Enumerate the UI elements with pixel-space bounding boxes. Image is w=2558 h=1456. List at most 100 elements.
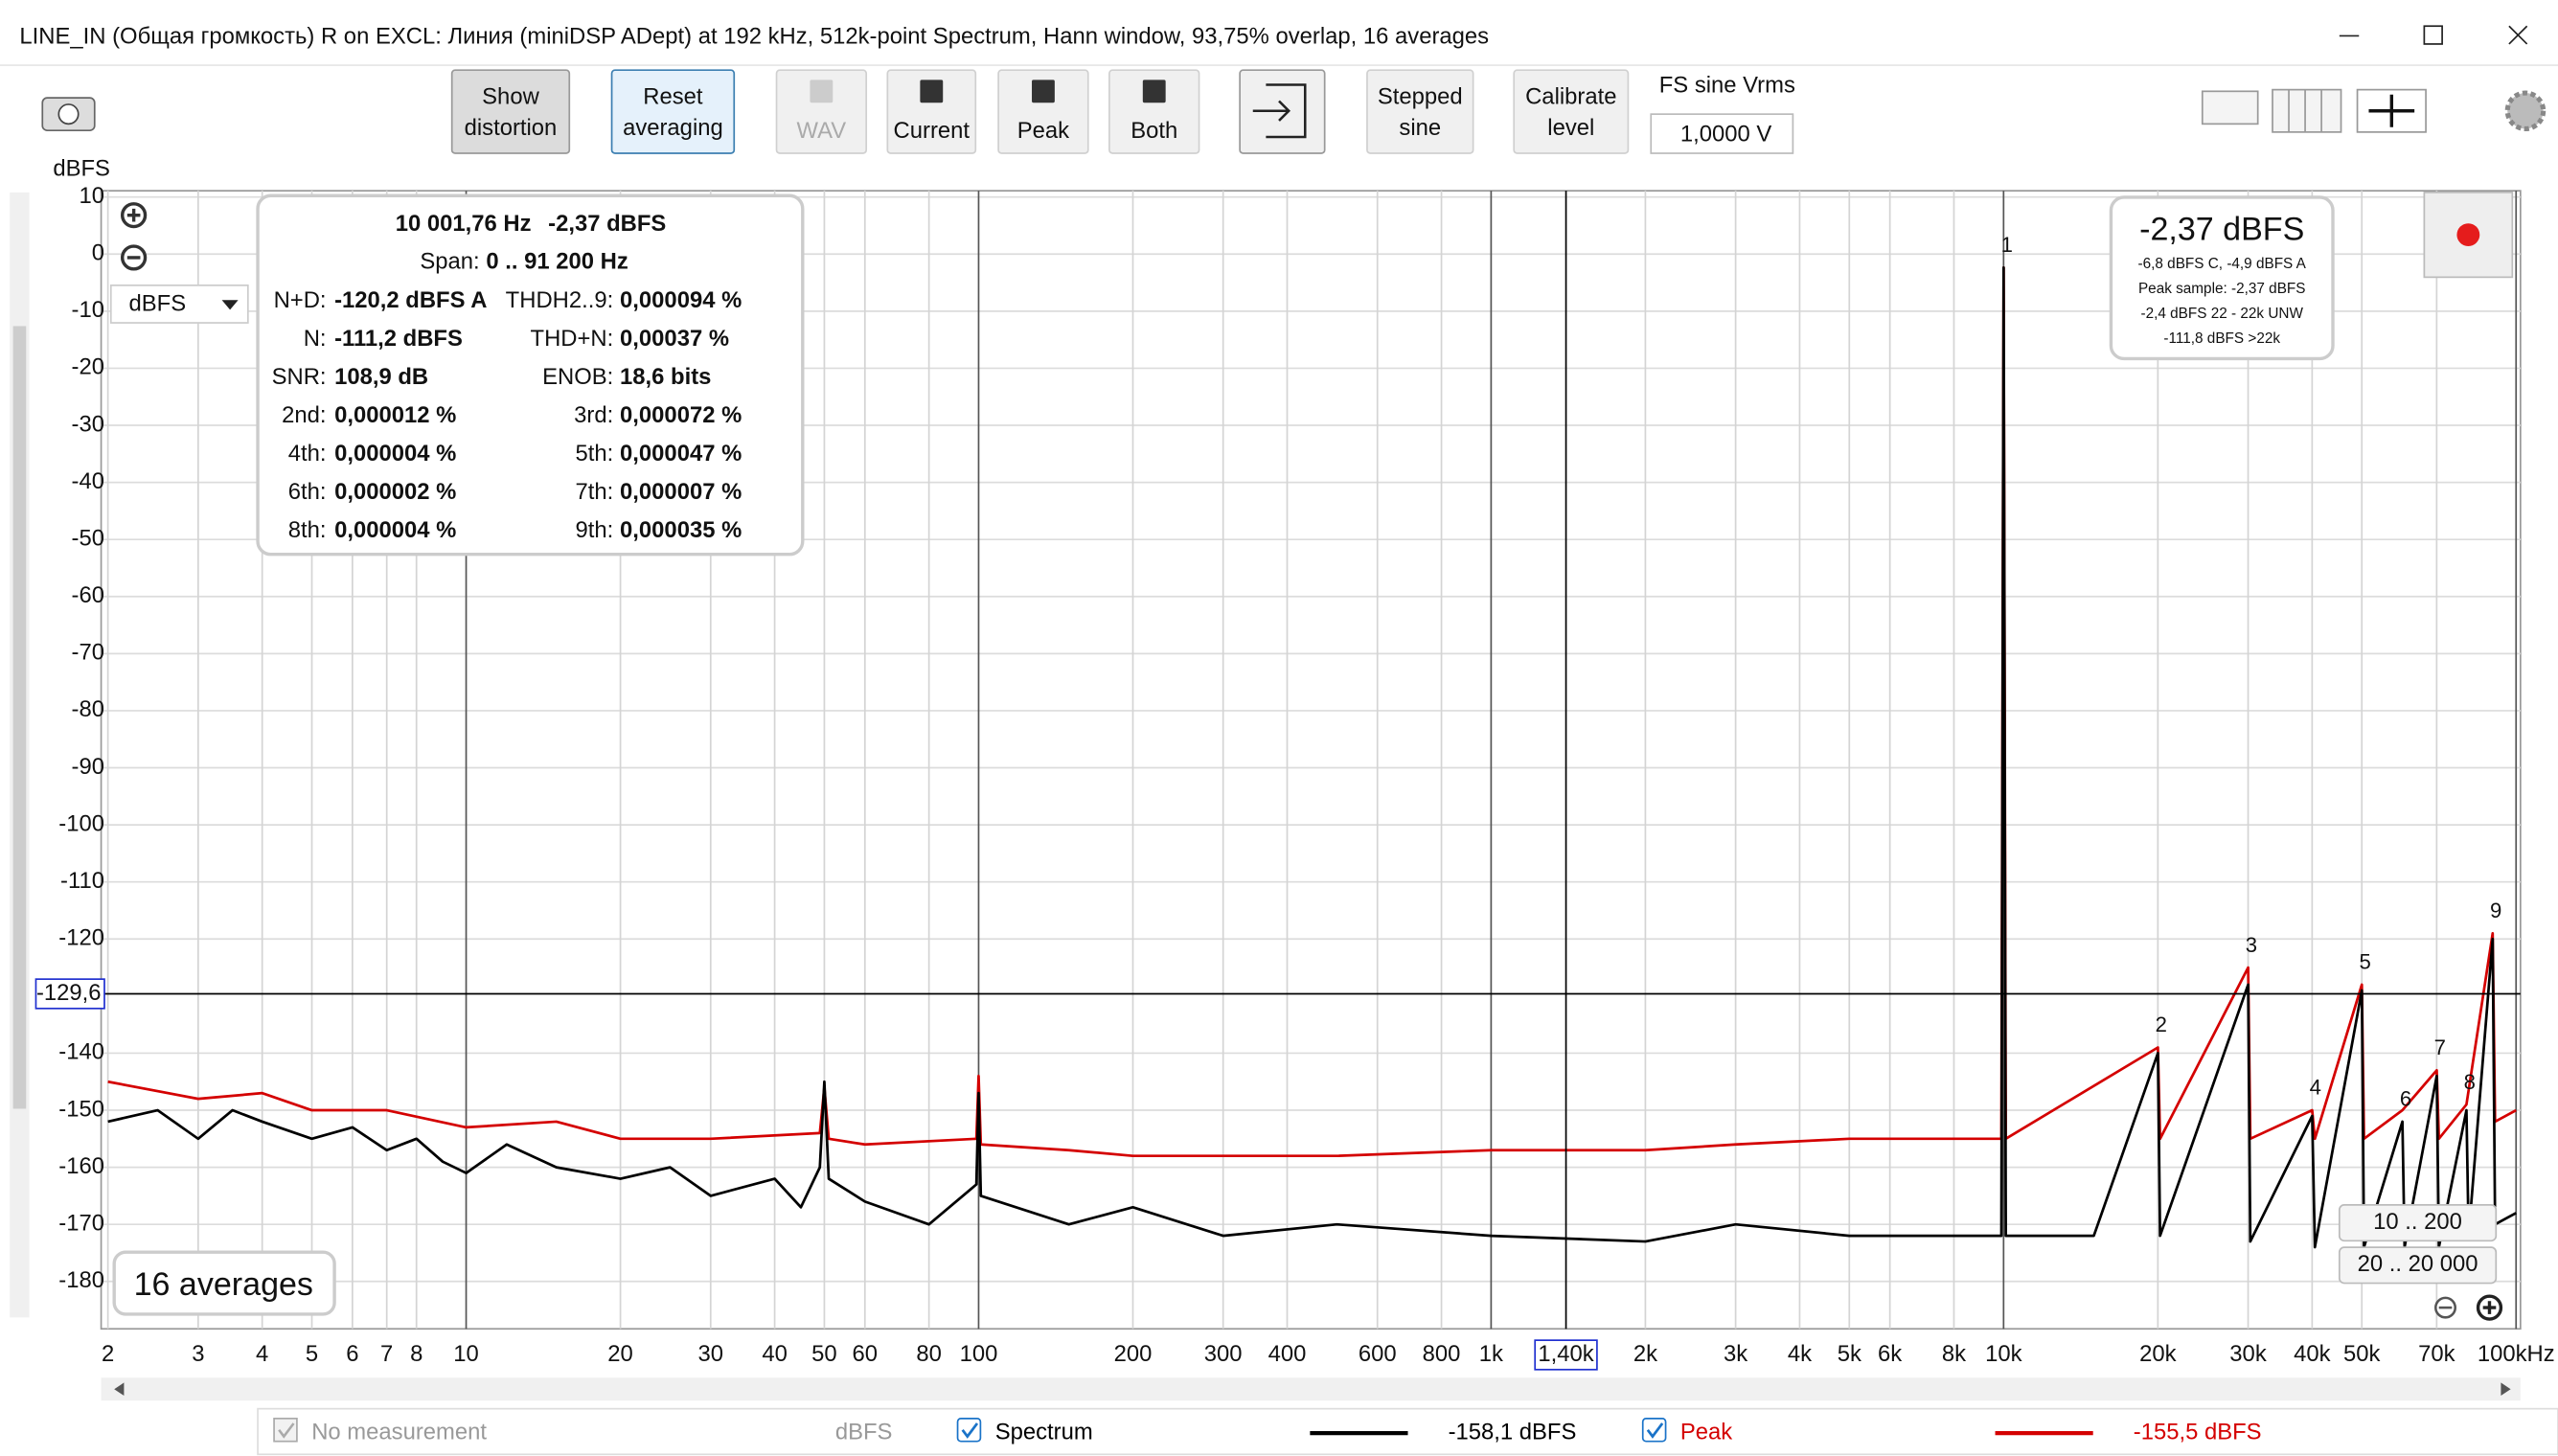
- y-tick-label: -170: [58, 1210, 104, 1236]
- checkmark: [961, 1422, 979, 1439]
- info-panel: [256, 193, 805, 557]
- y-tick-label: -120: [58, 925, 104, 951]
- checkmark: [1646, 1422, 1664, 1439]
- toolbar-button[interactable]: [1366, 69, 1474, 154]
- x-tick-label: 400: [1268, 1341, 1307, 1367]
- button-label: Peak: [1017, 118, 1069, 144]
- x-tick-label: 30: [698, 1341, 724, 1367]
- legend-name: Peak: [1680, 1419, 1732, 1445]
- harmonic-label: 6: [2400, 1087, 2411, 1111]
- info-label: N:: [304, 326, 327, 352]
- y-tick-label: -40: [72, 468, 104, 494]
- button-label: sine: [1399, 115, 1441, 141]
- button-label: Stepped: [1378, 83, 1463, 109]
- cursor-x-box: [1534, 1339, 1598, 1371]
- y-tick-label: -160: [58, 1153, 104, 1179]
- close-button[interactable]: [2508, 25, 2528, 45]
- y-tick-label: 10: [79, 183, 104, 209]
- button-label: WAV: [797, 118, 847, 144]
- button-label: distortion: [465, 115, 558, 141]
- legend-unit: dBFS: [835, 1419, 893, 1445]
- level-main: -2,37 dBFS: [2139, 212, 2304, 248]
- info-span-value: 0 .. 91 200 Hz: [486, 248, 628, 274]
- button-label: Both: [1131, 118, 1177, 144]
- range-button[interactable]: [2338, 1246, 2498, 1285]
- toolbar-button[interactable]: [610, 69, 736, 154]
- info-value: 0,000002 %: [334, 479, 456, 505]
- y-tick-label: -180: [58, 1267, 104, 1293]
- harmonic-label: 5: [2359, 950, 2370, 974]
- info-value: 0,000094 %: [620, 287, 742, 313]
- x-tick-label: 50: [811, 1341, 837, 1367]
- x-tick-label: 300: [1204, 1341, 1243, 1367]
- x-tick-label: 7: [380, 1341, 393, 1367]
- toolbar-button[interactable]: [775, 69, 868, 154]
- x-tick-label: 100kHz: [2478, 1341, 2555, 1367]
- y-axis-label: dBFS: [53, 155, 110, 181]
- view-icons[interactable]: [2201, 88, 2427, 133]
- info-label: 3rd:: [574, 402, 613, 428]
- info-value: 0,000004 %: [334, 441, 456, 466]
- harmonic-label: 7: [2434, 1035, 2446, 1059]
- x-tick-label: 6k: [1878, 1341, 1902, 1367]
- screenshot-button[interactable]: [41, 97, 96, 132]
- checkbox[interactable]: [273, 1418, 298, 1443]
- zoom-corner[interactable]: [2434, 1294, 2503, 1321]
- range-label: 20 .. 20 000: [2358, 1251, 2478, 1277]
- toolbar-button[interactable]: [1513, 69, 1630, 154]
- y-tick-label: -140: [58, 1039, 104, 1065]
- legend-checkbox[interactable]: [956, 1418, 982, 1443]
- button-label: Calibrate: [1525, 83, 1616, 109]
- button-icon: [920, 80, 944, 103]
- x-tick-label: 8k: [1942, 1341, 1966, 1367]
- button-label: Show: [482, 83, 539, 109]
- horizontal-scrollbar[interactable]: [101, 1377, 2521, 1401]
- x-tick-label: 3k: [1724, 1341, 1747, 1367]
- scroll-thumb[interactable]: [12, 326, 27, 1109]
- legend-checkbox[interactable]: [1641, 1418, 1667, 1443]
- x-tick-label: 1k: [1479, 1341, 1503, 1367]
- info-label: ENOB:: [542, 364, 613, 390]
- info-rows: N+D: -120,2 dBFS A THDH2..9: 0,000094 % N: -1…: [272, 287, 742, 543]
- settings-button[interactable]: [2504, 90, 2547, 132]
- x-tick-label: 80: [916, 1341, 942, 1367]
- level-lines: -6,8 dBFS C, -4,9 dBFS A Peak sample: -2,…: [2138, 256, 2307, 347]
- range-button[interactable]: [2338, 1204, 2498, 1242]
- x-tick-label: 2k: [1633, 1341, 1657, 1367]
- info-label: 7th:: [575, 479, 613, 505]
- info-value: 0,000004 %: [334, 517, 456, 543]
- x-tick-label: 100: [960, 1341, 998, 1367]
- zoom-in-button[interactable]: [121, 202, 148, 229]
- level-line: -2,4 dBFS 22 - 22k UNW: [2141, 306, 2304, 322]
- y-tick-label: -60: [72, 582, 104, 608]
- x-tick-label: 60: [853, 1341, 879, 1367]
- y-tick-label: -10: [72, 297, 104, 323]
- toolbar-button[interactable]: [450, 69, 571, 154]
- info-label: N+D:: [274, 287, 327, 313]
- toolbar-button[interactable]: [1108, 69, 1200, 154]
- info-label: 4th:: [288, 441, 327, 466]
- button-icon: [1142, 80, 1166, 103]
- harmonic-label: 3: [2246, 933, 2257, 957]
- info-label: THD+N:: [531, 326, 614, 352]
- toolbar-button[interactable]: [886, 69, 977, 154]
- y-tick-label: -100: [58, 810, 104, 836]
- info-label: 5th:: [575, 441, 613, 466]
- legend-readout: -158,1 dBFS: [1449, 1419, 1577, 1445]
- averages-box: [112, 1250, 336, 1316]
- fs-input[interactable]: [1650, 113, 1794, 154]
- button-label: averaging: [623, 115, 723, 141]
- record-button[interactable]: [2423, 192, 2514, 279]
- unit-dropdown[interactable]: [109, 284, 249, 324]
- button-icon: [810, 80, 834, 103]
- button-label: level: [1547, 115, 1594, 141]
- x-tick-label: 200: [1114, 1341, 1153, 1367]
- toolbar-button[interactable]: [997, 69, 1089, 154]
- maximize-button[interactable]: [2423, 25, 2443, 45]
- x-tick-label: 2: [102, 1341, 114, 1367]
- info-value: 0,000007 %: [620, 479, 742, 505]
- x-tick-label: 20: [607, 1341, 633, 1367]
- harmonic-label: 4: [2310, 1076, 2321, 1100]
- zoom-out-button[interactable]: [121, 244, 148, 271]
